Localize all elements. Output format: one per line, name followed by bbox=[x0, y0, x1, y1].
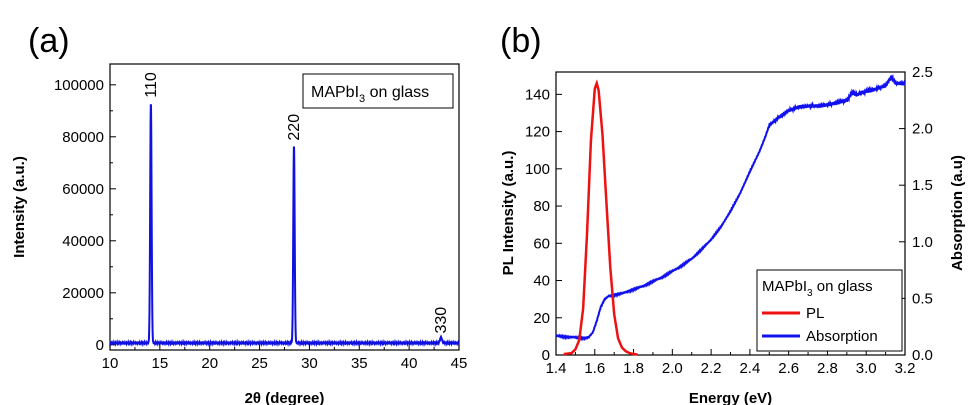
panel-a-x-tick-label: 40 bbox=[401, 355, 418, 372]
panel-a-peak-label: 110 bbox=[143, 72, 160, 98]
panel-a-x-tick-label: 20 bbox=[201, 355, 218, 372]
panel-b-legend-pl: PL bbox=[806, 305, 824, 322]
panel-b-x-tick-label: 2.2 bbox=[701, 360, 722, 377]
panel-b-y-right-tick-label: 1.0 bbox=[912, 234, 933, 251]
panel-a-x-tick-label: 30 bbox=[301, 355, 318, 372]
panel-a-y-axis-title: Intensity (a.u.) bbox=[11, 156, 28, 258]
panel-b-x-tick-label: 2.6 bbox=[778, 360, 799, 377]
panel-a-xrd-line bbox=[109, 104, 460, 348]
panel-b-y-right-tick-label: 2.5 bbox=[912, 64, 933, 81]
panel-a: (a) 10 15 20 25 30 35 40 45 0 20000 40000 60000 800… bbox=[11, 22, 467, 405]
panel-a-x-axis-title: 2θ (degree) bbox=[245, 390, 325, 405]
panel-a-x-tick-label: 45 bbox=[451, 355, 468, 372]
panel-b-y-tick-label: 20 bbox=[533, 310, 550, 327]
panel-b-x-tick-label: 3.2 bbox=[895, 360, 916, 377]
panel-a-y-tick-label: 0 bbox=[96, 337, 104, 354]
panel-a-x-tick-label: 25 bbox=[251, 355, 268, 372]
panel-a-peak-labels: 110 220 330 bbox=[143, 72, 450, 333]
panel-b-legend-title: MAPbI3 on glass bbox=[762, 278, 873, 299]
panel-a-y-tick-label: 60000 bbox=[62, 181, 104, 198]
panel-b-y-ticks-left: 0 20 40 60 80 100 120 140 bbox=[525, 86, 562, 364]
panel-b-x-tick-label: 2.0 bbox=[662, 360, 683, 377]
panel-a-y-tick-label: 40000 bbox=[62, 233, 104, 250]
panel-a-x-ticks: 10 15 20 25 30 35 40 45 bbox=[102, 344, 468, 372]
panel-a-y-tick-label: 20000 bbox=[62, 285, 104, 302]
panel-b-x-tick-label: 3.0 bbox=[856, 360, 877, 377]
panel-a-legend-text: MAPbI3 on glass bbox=[311, 84, 429, 105]
panel-b-y-right-tick-label: 1.5 bbox=[912, 177, 933, 194]
panel-a-x-tick-label: 35 bbox=[351, 355, 368, 372]
panel-b-y-tick-label: 40 bbox=[533, 273, 550, 290]
panel-b-y-ticks-right: 0.0 0.5 1.0 1.5 2.0 2.5 bbox=[899, 64, 933, 364]
panel-b-y-tick-label: 80 bbox=[533, 198, 550, 215]
panel-b-y-tick-label: 60 bbox=[533, 235, 550, 252]
panel-b-y-right-tick-label: 0.0 bbox=[912, 347, 933, 364]
panel-b-absorption-line bbox=[555, 73, 906, 342]
panel-a-peak-label: 220 bbox=[286, 114, 303, 141]
panel-b: (b) 1.4 1.6 1.8 2.0 2.2 2.4 2.6 2.8 3.0 3.2 0 20 40… bbox=[500, 22, 966, 405]
panel-a-x-tick-label: 15 bbox=[152, 355, 169, 372]
panel-b-y-tick-label: 0 bbox=[542, 347, 550, 364]
panel-b-y-right-tick-label: 0.5 bbox=[912, 290, 933, 307]
panel-b-y-tick-label: 100 bbox=[525, 161, 550, 178]
panel-a-legend-box bbox=[302, 73, 454, 109]
panel-b-y-right-tick-label: 2.0 bbox=[912, 121, 933, 138]
panel-a-y-tick-label: 100000 bbox=[54, 77, 104, 94]
panel-a-y-tick-label: 80000 bbox=[62, 129, 104, 146]
panel-a-label: (a) bbox=[28, 22, 70, 60]
panel-b-x-ticks: 1.4 1.6 1.8 2.0 2.2 2.4 2.6 2.8 3.0 3.2 bbox=[546, 349, 916, 377]
panel-b-x-tick-label: 2.8 bbox=[817, 360, 838, 377]
panel-b-pl-line bbox=[563, 79, 638, 356]
panel-b-x-tick-label: 1.8 bbox=[623, 360, 644, 377]
panel-b-y-tick-label: 120 bbox=[525, 124, 550, 141]
panel-a-y-ticks: 0 20000 40000 60000 80000 100000 bbox=[54, 77, 116, 354]
panel-b-label: (b) bbox=[500, 22, 542, 60]
panel-b-y-tick-label: 140 bbox=[525, 86, 550, 103]
panel-a-peak-label: 330 bbox=[433, 307, 450, 334]
panel-b-y-axis-title-right: Absorption (a.u) bbox=[949, 155, 966, 271]
panel-b-y-axis-title-left: PL Intensity (a.u.) bbox=[500, 151, 517, 276]
panel-b-x-tick-label: 1.4 bbox=[546, 360, 567, 377]
panel-b-x-tick-label: 1.6 bbox=[584, 360, 605, 377]
panel-b-legend-absorption: Absorption bbox=[806, 328, 878, 345]
panel-b-x-tick-label: 2.4 bbox=[739, 360, 760, 377]
panel-b-x-axis-title: Energy (eV) bbox=[689, 390, 772, 405]
panel-a-x-tick-label: 10 bbox=[102, 355, 119, 372]
